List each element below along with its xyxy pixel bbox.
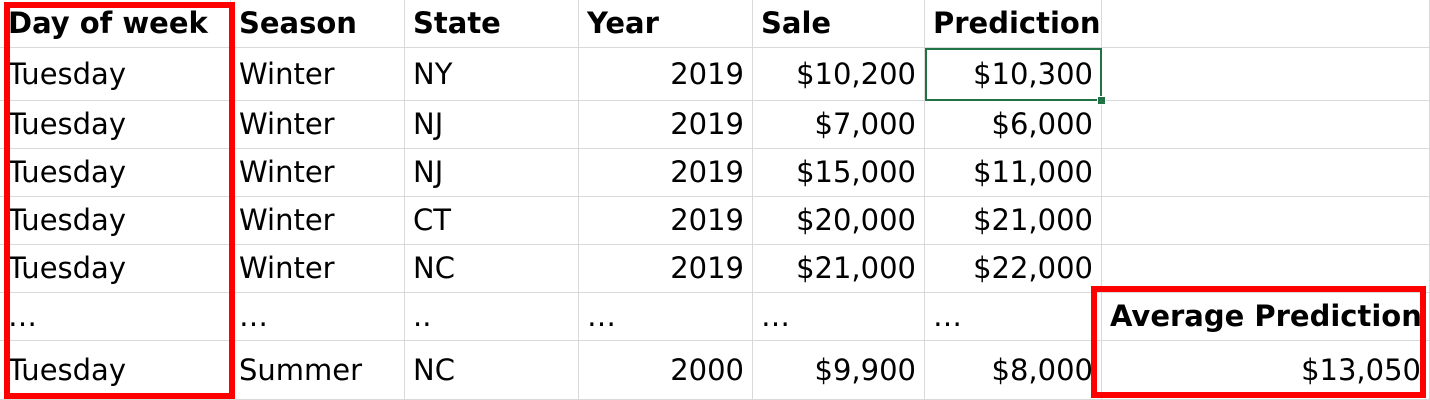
cell-sale[interactable]: … [753,293,925,341]
cell-sale[interactable]: $15,000 [753,149,925,197]
cell-state[interactable]: NC [405,245,579,293]
cell-day[interactable]: Tuesday [0,101,231,149]
cell-season[interactable]: Winter [231,101,405,149]
cell-year[interactable]: 2019 [579,197,753,245]
header-state[interactable]: State [405,0,579,48]
header-season[interactable]: Season [231,0,405,48]
cell-year[interactable]: … [579,293,753,341]
cell-season[interactable]: Winter [231,197,405,245]
cell-prediction[interactable]: $6,000 [925,101,1102,149]
cell-day[interactable]: Tuesday [0,245,231,293]
cell-season[interactable]: … [231,293,405,341]
empty-cell[interactable] [1102,149,1430,197]
cell-prediction[interactable]: $21,000 [925,197,1102,245]
cell-sale[interactable]: $10,200 [753,48,925,101]
cell-state[interactable]: NJ [405,149,579,197]
cell-prediction[interactable]: $11,000 [925,149,1102,197]
cell-sale[interactable]: $7,000 [753,101,925,149]
cell-day[interactable]: … [0,293,231,341]
cell-state[interactable]: NJ [405,101,579,149]
cell-year[interactable]: 2019 [579,149,753,197]
empty-cell[interactable] [1102,48,1430,101]
average-prediction-value[interactable]: $13,050 [1102,341,1430,400]
cell-prediction[interactable]: … [925,293,1102,341]
header-prediction[interactable]: Prediction [925,0,1102,48]
cell-season[interactable]: Summer [231,341,405,400]
cell-year[interactable]: 2019 [579,245,753,293]
empty-cell[interactable] [1102,197,1430,245]
header-year[interactable]: Year [579,0,753,48]
empty-cell[interactable] [1102,245,1430,293]
cell-year[interactable]: 2000 [579,341,753,400]
cell-day[interactable]: Tuesday [0,48,231,101]
cell-year[interactable]: 2019 [579,48,753,101]
cell-prediction[interactable]: $22,000 [925,245,1102,293]
cell-sale[interactable]: $21,000 [753,245,925,293]
cell-prediction[interactable]: $8,000 [925,341,1102,400]
cell-state[interactable]: CT [405,197,579,245]
average-prediction-label[interactable]: Average Prediction [1102,293,1430,341]
cell-season[interactable]: Winter [231,149,405,197]
cell-prediction[interactable]: $10,300 [925,48,1102,101]
cell-sale[interactable]: $9,900 [753,341,925,400]
cell-day[interactable]: Tuesday [0,341,231,400]
cell-day[interactable]: Tuesday [0,197,231,245]
empty-cell[interactable] [1102,101,1430,149]
cell-state[interactable]: NC [405,341,579,400]
cell-state[interactable]: NY [405,48,579,101]
cell-sale[interactable]: $20,000 [753,197,925,245]
header-sale[interactable]: Sale [753,0,925,48]
cell-season[interactable]: Winter [231,245,405,293]
header-day[interactable]: Day of week [0,0,231,48]
cell-day[interactable]: Tuesday [0,149,231,197]
empty-cell[interactable] [1102,0,1430,48]
cell-year[interactable]: 2019 [579,101,753,149]
cell-season[interactable]: Winter [231,48,405,101]
cell-state[interactable]: .. [405,293,579,341]
